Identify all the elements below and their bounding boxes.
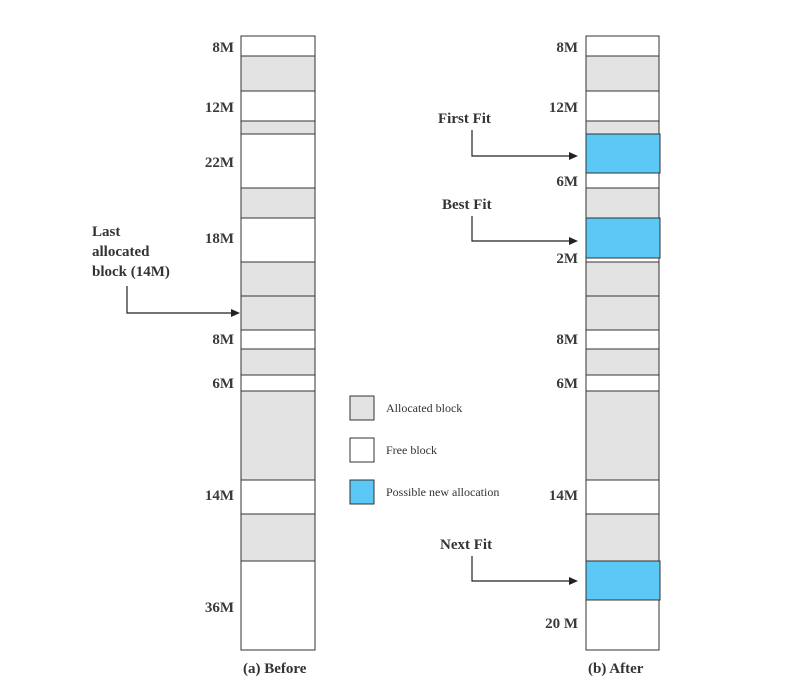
before-block-free bbox=[240, 479, 316, 515]
before-block-free bbox=[240, 217, 316, 263]
pointer-arrow-line bbox=[126, 286, 232, 314]
after-size-label: 20 M bbox=[545, 616, 578, 632]
after-block-free bbox=[585, 35, 660, 57]
after-block-allocated bbox=[585, 120, 660, 135]
after-block-free bbox=[585, 599, 660, 651]
before-block-allocated bbox=[240, 55, 316, 92]
before-size-label: 36M bbox=[205, 600, 234, 616]
after-block-free bbox=[585, 479, 660, 515]
first-fit-arrow-line bbox=[471, 130, 570, 157]
next-fit-label: Next Fit bbox=[440, 537, 492, 553]
after-block-allocated bbox=[585, 348, 660, 376]
after-block-free bbox=[585, 374, 660, 392]
first-fit-label: First Fit bbox=[438, 111, 491, 127]
best-fit-arrow-line bbox=[471, 216, 570, 242]
after-size-label: 2M bbox=[556, 251, 578, 267]
before-block-allocated bbox=[240, 187, 316, 219]
next-fit-pointer: Next Fit bbox=[440, 537, 578, 585]
pointer-arrow-head bbox=[231, 309, 240, 317]
after-block-free bbox=[585, 329, 660, 350]
legend-allocated-label: Allocated block bbox=[386, 401, 462, 415]
before-size-label: 6M bbox=[212, 376, 234, 392]
best-fit-label: Best Fit bbox=[442, 197, 492, 213]
before-block-free bbox=[240, 35, 316, 57]
after-size-label: 6M bbox=[556, 376, 578, 392]
after-block-allocated bbox=[585, 390, 660, 481]
before-memory-column bbox=[240, 35, 316, 651]
next-fit-arrow-head bbox=[569, 577, 578, 585]
legend-new-label: Possible new allocation bbox=[386, 485, 499, 499]
before-block-allocated bbox=[240, 120, 316, 135]
before-block-allocated bbox=[240, 295, 316, 331]
after-caption: (b) After bbox=[588, 661, 644, 677]
after-memory-column bbox=[585, 35, 661, 651]
pointer-line-3: block (14M) bbox=[92, 264, 170, 280]
after-block-allocated bbox=[585, 261, 660, 297]
before-block-allocated bbox=[240, 348, 316, 376]
best-fit-pointer: Best Fit bbox=[442, 197, 578, 245]
after-block-free bbox=[585, 90, 660, 122]
before-caption: (a) Before bbox=[243, 661, 307, 677]
before-size-label: 8M bbox=[212, 332, 234, 348]
after-size-label: 14M bbox=[549, 488, 578, 504]
before-block-free bbox=[240, 329, 316, 350]
after-size-label: 6M bbox=[556, 174, 578, 190]
before-block-allocated bbox=[240, 261, 316, 297]
after-block-new bbox=[585, 133, 661, 174]
before-block-allocated bbox=[240, 513, 316, 562]
pointer-line-2: allocated bbox=[92, 244, 150, 260]
before-block-free bbox=[240, 90, 316, 122]
next-fit-arrow-line bbox=[471, 556, 570, 582]
before-size-label: 12M bbox=[205, 100, 234, 116]
first-fit-arrow-head bbox=[569, 152, 578, 160]
after-block-allocated bbox=[585, 295, 660, 331]
after-block-new bbox=[585, 560, 661, 601]
after-block-free bbox=[585, 172, 660, 189]
before-size-label: 14M bbox=[205, 488, 234, 504]
legend-allocated-swatch bbox=[349, 395, 375, 421]
legend-free-label: Free block bbox=[386, 443, 437, 457]
before-size-labels: 8M 12M 22M 18M 8M 6M 14M 36M bbox=[205, 40, 234, 616]
after-size-label: 12M bbox=[549, 100, 578, 116]
before-size-label: 8M bbox=[212, 40, 234, 56]
after-size-label: 8M bbox=[556, 332, 578, 348]
before-block-free bbox=[240, 133, 316, 189]
best-fit-arrow-head bbox=[569, 237, 578, 245]
after-block-allocated bbox=[585, 513, 660, 562]
before-block-free bbox=[240, 560, 316, 651]
pointer-line-1: Last bbox=[92, 224, 120, 240]
first-fit-pointer: First Fit bbox=[438, 111, 578, 160]
before-block-allocated bbox=[240, 390, 316, 481]
after-block-free bbox=[585, 257, 660, 263]
before-size-label: 22M bbox=[205, 155, 234, 171]
after-block-new bbox=[585, 217, 661, 259]
after-size-labels: 8M 12M 6M 2M 8M 6M 14M 20 M bbox=[545, 40, 578, 632]
after-block-allocated bbox=[585, 187, 660, 219]
legend-free-swatch bbox=[349, 437, 375, 463]
last-allocated-pointer: Last allocated block (14M) bbox=[92, 224, 240, 317]
legend: Allocated block Free block Possible new … bbox=[349, 395, 499, 505]
after-size-label: 8M bbox=[556, 40, 578, 56]
legend-new-swatch bbox=[349, 479, 375, 505]
before-block-free bbox=[240, 374, 316, 392]
after-block-allocated bbox=[585, 55, 660, 92]
before-size-label: 18M bbox=[205, 231, 234, 247]
